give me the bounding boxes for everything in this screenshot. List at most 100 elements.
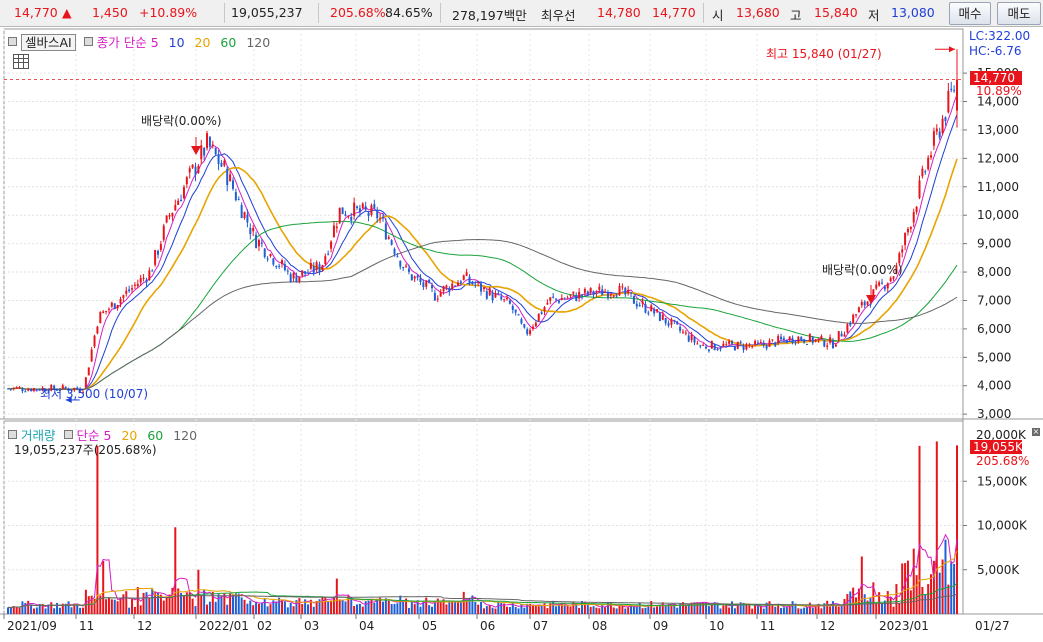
volume-bar bbox=[806, 607, 809, 614]
candle-body bbox=[356, 206, 359, 208]
candle-body bbox=[947, 90, 950, 113]
candle-body bbox=[107, 308, 110, 310]
candle-body bbox=[915, 206, 918, 212]
candle-body bbox=[855, 314, 858, 316]
candle-body bbox=[782, 338, 785, 340]
candle-body bbox=[517, 314, 520, 316]
volume-bar bbox=[653, 607, 656, 614]
stock-chart[interactable]: 15,00014,00013,00012,00011,00010,0009,00… bbox=[0, 27, 1043, 642]
volume-bar bbox=[889, 596, 892, 614]
volume-bar bbox=[901, 563, 904, 614]
volume-bar bbox=[529, 603, 532, 614]
volume-bar bbox=[50, 602, 53, 614]
candle-body bbox=[272, 258, 275, 265]
volume-bar bbox=[745, 604, 748, 614]
volume-bar bbox=[474, 601, 477, 614]
candle-body bbox=[898, 253, 901, 264]
candle-body bbox=[223, 160, 226, 166]
candle-body bbox=[27, 389, 30, 391]
candle-body bbox=[578, 291, 581, 299]
candle-body bbox=[679, 326, 682, 331]
volume-bar bbox=[462, 591, 465, 614]
volume-bar bbox=[119, 598, 122, 614]
volume-bar bbox=[728, 607, 731, 614]
candle-body bbox=[188, 168, 191, 173]
candle-body bbox=[58, 389, 61, 391]
candle-body bbox=[41, 387, 44, 390]
volume-bar bbox=[459, 602, 462, 614]
candle-body bbox=[12, 387, 15, 389]
best-bid-price: 14,770 bbox=[652, 5, 696, 20]
candle-body bbox=[168, 215, 171, 217]
volume-bar bbox=[595, 607, 598, 614]
ma-toggle-icon[interactable] bbox=[63, 430, 73, 439]
volume-bar bbox=[364, 601, 367, 614]
candle-body bbox=[180, 199, 183, 202]
volume-bar bbox=[105, 599, 108, 614]
candle-body bbox=[560, 298, 563, 301]
candle-body bbox=[921, 168, 924, 177]
candle-body bbox=[837, 331, 840, 340]
volume-bar bbox=[168, 594, 171, 614]
candle-body bbox=[529, 330, 532, 335]
volume-bar bbox=[289, 602, 292, 614]
ma-line-60 bbox=[7, 220, 958, 391]
candle-body bbox=[814, 339, 817, 342]
candle-body bbox=[794, 342, 797, 344]
candle-body bbox=[725, 344, 728, 346]
panel-toggle-icon[interactable] bbox=[8, 430, 17, 439]
candle-body bbox=[113, 303, 116, 309]
table-icon[interactable] bbox=[13, 54, 29, 69]
candle-body bbox=[396, 256, 399, 258]
sell-button[interactable]: 매도 bbox=[997, 2, 1041, 25]
volume-bar bbox=[947, 584, 950, 614]
candle-body bbox=[15, 387, 18, 389]
volume-bar bbox=[829, 606, 832, 614]
volume-bar bbox=[725, 604, 728, 614]
volume-bar bbox=[803, 607, 806, 614]
volume-bar bbox=[174, 527, 177, 614]
candle-body bbox=[710, 340, 713, 349]
candle-body bbox=[785, 340, 788, 343]
panel-toggle-icon[interactable] bbox=[8, 37, 17, 46]
volume-bar bbox=[531, 605, 534, 614]
ma-toggle-icon[interactable] bbox=[83, 37, 93, 46]
volume-bar bbox=[379, 597, 382, 614]
ma-60: 60 bbox=[220, 35, 237, 50]
candle-body bbox=[32, 388, 35, 391]
buy-button[interactable]: 매수 bbox=[949, 2, 991, 25]
volume-bar bbox=[335, 578, 338, 614]
candle-body bbox=[863, 301, 866, 306]
volume-bar bbox=[113, 599, 116, 614]
volume-bar bbox=[32, 608, 35, 614]
candle-body bbox=[664, 317, 667, 324]
volume-bar bbox=[843, 599, 846, 614]
candle-body bbox=[563, 298, 566, 300]
candle-body bbox=[384, 223, 387, 240]
candle-body bbox=[370, 205, 373, 215]
open-label: 시 bbox=[712, 8, 724, 23]
volume-bar bbox=[950, 561, 953, 614]
candle-body bbox=[286, 270, 289, 272]
candle-body bbox=[811, 336, 814, 343]
volume-bar bbox=[930, 574, 933, 614]
volume-bar bbox=[794, 603, 797, 614]
volume-bar bbox=[433, 601, 436, 614]
candle-body bbox=[552, 296, 555, 298]
candle-body bbox=[566, 297, 569, 299]
volume-bar bbox=[47, 604, 50, 614]
volume-bar bbox=[719, 608, 722, 614]
candle-body bbox=[924, 171, 927, 173]
xaxis-label: 12 bbox=[820, 619, 835, 633]
candle-body bbox=[93, 335, 96, 347]
price-axis-label: 9,000 bbox=[977, 237, 1011, 251]
volume-bar bbox=[217, 594, 220, 614]
close-icon[interactable]: × bbox=[1032, 427, 1040, 436]
candle-body bbox=[817, 338, 820, 340]
volume-bar bbox=[306, 604, 309, 614]
volume-bar bbox=[73, 603, 76, 614]
volume-bar bbox=[716, 602, 719, 614]
candle-body bbox=[618, 285, 621, 296]
candle-body bbox=[142, 277, 145, 279]
volume-bar bbox=[220, 595, 223, 614]
